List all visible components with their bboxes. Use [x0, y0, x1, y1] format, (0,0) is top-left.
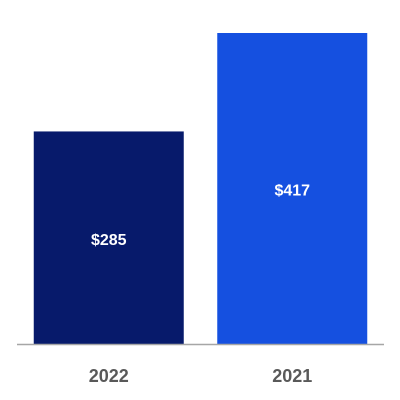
x-tick-label: 2022: [89, 366, 129, 386]
x-tick-label: 2021: [272, 366, 312, 386]
bar: [33, 131, 184, 344]
value-label: $285: [91, 232, 127, 249]
bar: [217, 33, 368, 344]
value-label: $417: [274, 183, 310, 200]
